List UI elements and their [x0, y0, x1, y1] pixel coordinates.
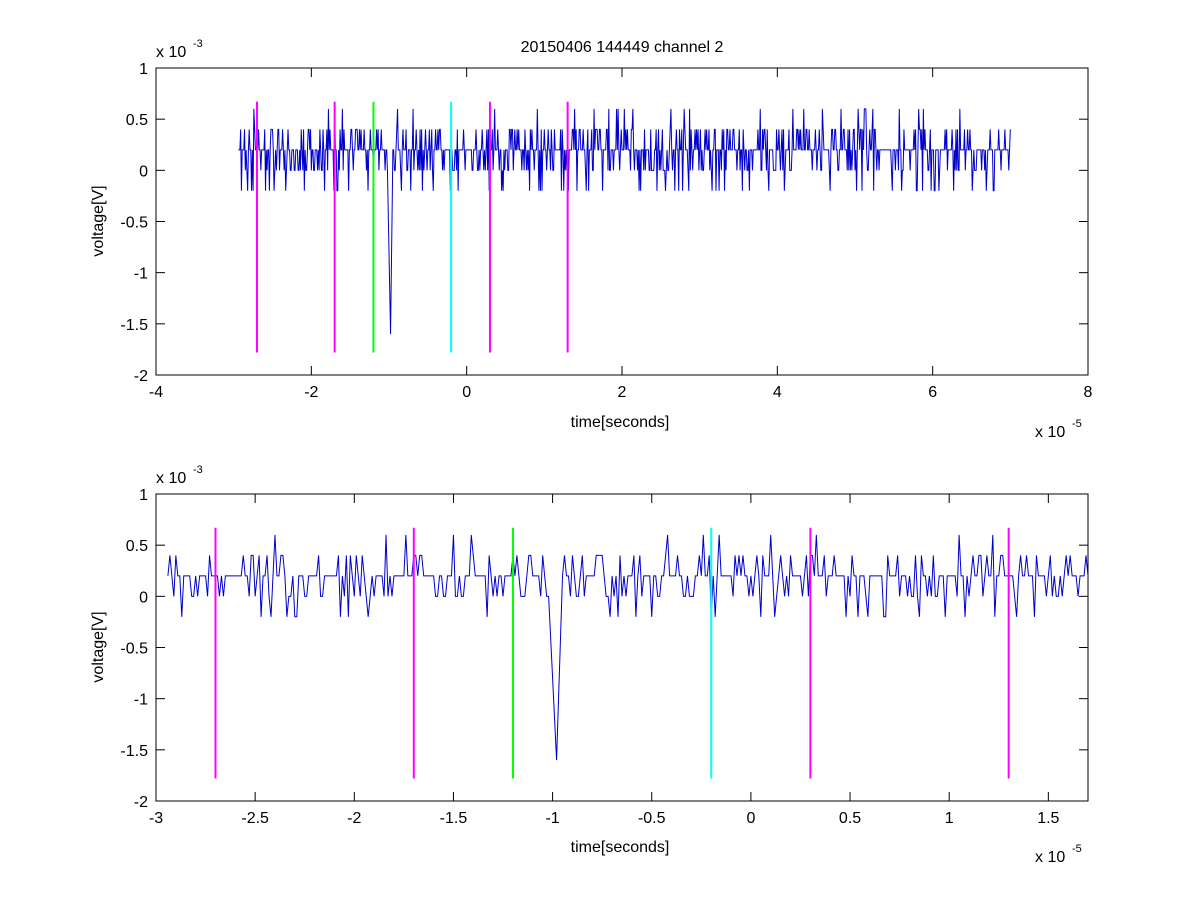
top-y-axis-label: voltage[V] [90, 185, 107, 256]
top-chart-title: 20150406 144449 channel 2 [521, 39, 724, 56]
bottom-axes: time[seconds] voltage[V] x 10 -3 x 10 -5… [90, 464, 1089, 866]
y-tick-label: -1 [134, 692, 148, 709]
top-x-axis-label: time[seconds] [571, 414, 670, 431]
top-data-layer [238, 101, 1011, 353]
x-tick-label: 4 [773, 384, 782, 401]
bottom-x-exponent: x 10 -5 [1035, 843, 1082, 866]
bottom-x-exponent-base: x 10 [1035, 849, 1065, 866]
y-tick-label: 0.5 [126, 112, 148, 129]
bottom-x-exponent-power: -5 [1072, 843, 1082, 855]
y-tick-label: 1 [139, 487, 148, 504]
x-tick-label: 1 [945, 810, 954, 827]
top-y-exponent: x 10 -3 [156, 38, 203, 61]
bottom-data-layer [167, 527, 1089, 779]
y-tick-label: -1.5 [120, 317, 148, 334]
voltage-trace [238, 108, 1011, 335]
y-tick-label: -0.5 [120, 641, 148, 658]
y-tick-label: -0.5 [120, 215, 148, 232]
y-tick-label: -2 [134, 794, 148, 811]
top-x-exponent-power: -5 [1072, 418, 1082, 430]
x-tick-label: -3 [149, 810, 163, 827]
y-tick-label: -1.5 [120, 743, 148, 760]
y-tick-label: 0.5 [126, 538, 148, 555]
voltage-trace [167, 534, 1089, 761]
bottom-y-exponent-power: -3 [193, 464, 203, 476]
bottom-y-exponent-base: x 10 [156, 470, 186, 487]
y-tick-label: 0 [139, 589, 148, 606]
x-tick-label: 8 [1084, 384, 1093, 401]
top-y-exponent-power: -3 [193, 38, 203, 50]
bottom-ticks: -3 -2.5 -2 -1.5 -1 -0.5 0 0.5 1 1.5 -2 -1.5 -1 -0.5 0 0… [120, 487, 1088, 827]
x-tick-label: -1 [545, 810, 559, 827]
x-tick-label: -1.5 [440, 810, 468, 827]
x-tick-label: -2.5 [241, 810, 269, 827]
x-tick-label: 0.5 [839, 810, 861, 827]
bottom-plot-area [155, 493, 1089, 802]
x-tick-label: -0.5 [638, 810, 666, 827]
top-axes: 20150406 144449 channel 2 time[seconds] … [90, 38, 1093, 441]
y-tick-label: -1 [134, 266, 148, 283]
top-plot-area [155, 67, 1089, 376]
x-tick-label: -2 [304, 384, 318, 401]
top-y-exponent-base: x 10 [156, 44, 186, 61]
x-tick-label: 0 [462, 384, 471, 401]
y-tick-label: 1 [139, 61, 148, 78]
x-tick-label: -4 [149, 384, 163, 401]
x-tick-label: -2 [347, 810, 361, 827]
y-tick-label: -2 [134, 368, 148, 385]
bottom-x-axis-label: time[seconds] [571, 839, 670, 856]
bottom-y-exponent: x 10 -3 [156, 464, 203, 487]
top-x-exponent-base: x 10 [1035, 424, 1065, 441]
x-tick-label: 2 [618, 384, 627, 401]
bottom-y-axis-label: voltage[V] [90, 611, 107, 682]
x-tick-label: 6 [928, 384, 937, 401]
x-tick-label: 0 [746, 810, 755, 827]
top-x-exponent: x 10 -5 [1035, 418, 1082, 441]
x-tick-label: 1.5 [1037, 810, 1059, 827]
y-tick-label: 0 [139, 163, 148, 180]
top-ticks: -4 -2 0 2 4 6 8-2-1.5-1-0.500.51 [120, 61, 1092, 401]
